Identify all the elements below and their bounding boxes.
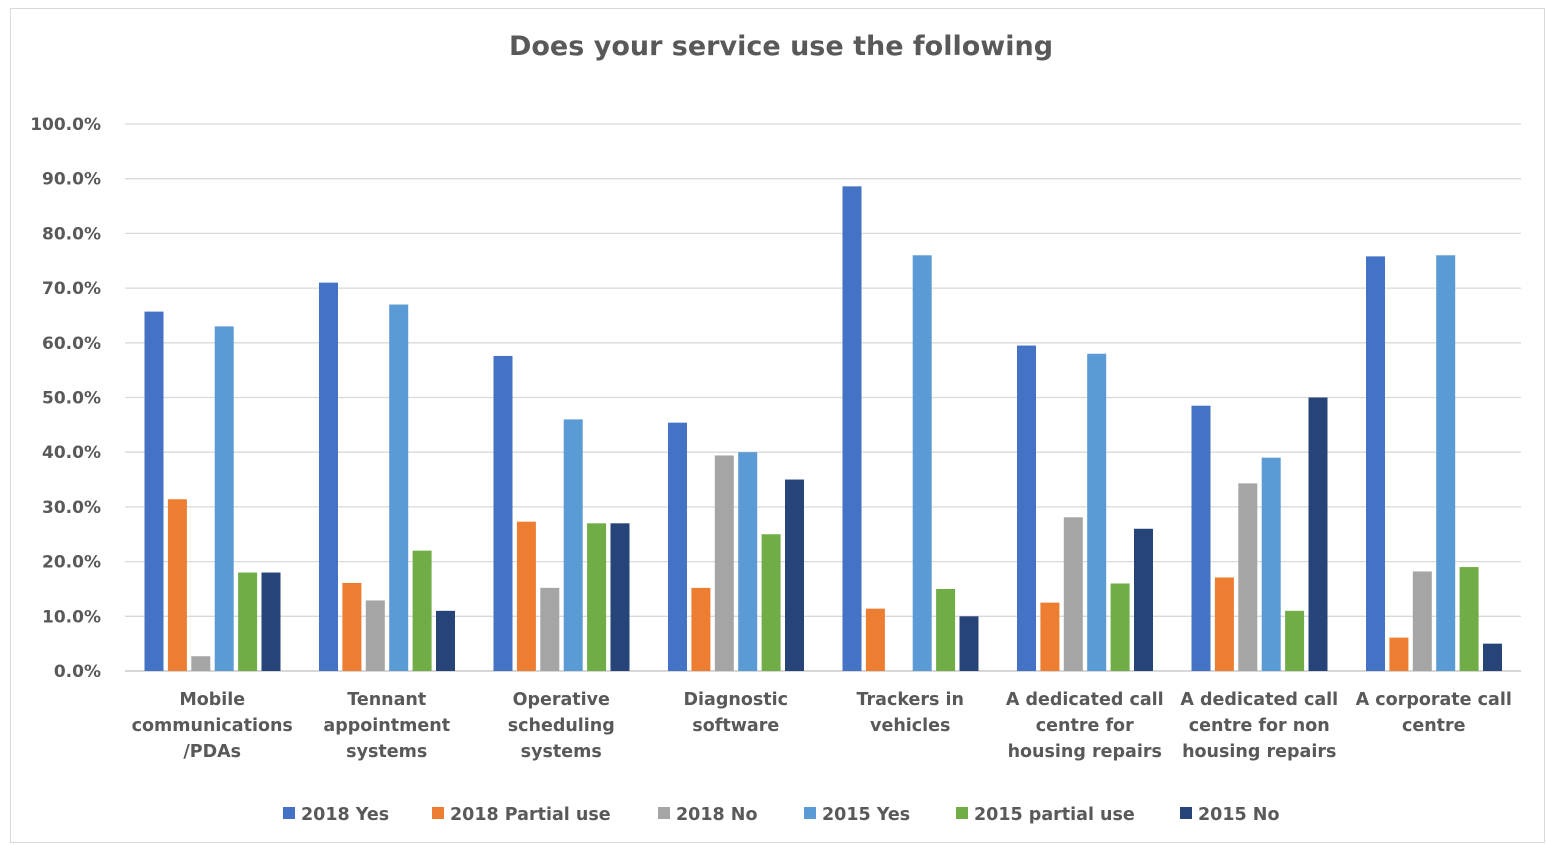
x-category-label: A dedicated call (1180, 690, 1338, 710)
bar-2015-partial-use-2 (587, 523, 607, 671)
y-tick-label: 30.0% (42, 498, 101, 518)
bar-2015-partial-use-6 (1285, 610, 1305, 671)
bar-2015-yes-7 (1436, 255, 1456, 671)
x-category-label: Tennant (347, 690, 426, 710)
legend-label: 2015 No (1198, 805, 1279, 825)
bar-2015-yes-3 (738, 452, 758, 671)
bar-2018-yes-4 (842, 186, 862, 671)
bar-2015-partial-use-4 (936, 588, 956, 671)
bar-2018-yes-2 (493, 355, 513, 671)
bar-2018-partial-use-6 (1214, 577, 1234, 671)
legend-swatch (658, 807, 670, 819)
legend-label: 2018 Yes (301, 805, 389, 825)
bar-2018-no-2 (540, 587, 560, 671)
bar-2015-yes-2 (563, 419, 583, 671)
legend-label: 2015 partial use (974, 805, 1135, 825)
legend-label: 2018 Partial use (450, 805, 611, 825)
legend: 2018 Yes 2018 Partial use 2018 No 2015 Yes 2… (283, 805, 1279, 825)
legend-swatch (283, 807, 295, 819)
bar-2015-no-1 (436, 610, 455, 671)
chart-title: Does your service use the following (509, 31, 1053, 62)
x-category-label: Operative (513, 690, 610, 710)
x-category-label: Trackers in (857, 690, 964, 710)
bar-2015-partial-use-3 (761, 534, 781, 671)
x-category-label: Mobile (179, 690, 245, 710)
legend-swatch (804, 807, 816, 819)
bar-2018-yes-1 (319, 282, 338, 671)
x-category-label: systems (346, 742, 427, 762)
bar-2018-partial-use-5 (1040, 602, 1060, 671)
y-tick-label: 80.0% (42, 224, 101, 244)
y-tick-label: 20.0% (42, 553, 101, 573)
y-tick-label: 50.0% (42, 389, 101, 409)
bar-2018-yes-5 (1017, 345, 1036, 671)
y-tick-label: 10.0% (42, 607, 101, 627)
bar-2015-no-3 (785, 479, 804, 671)
bar-2018-partial-use-2 (516, 521, 536, 671)
legend-swatch (1180, 807, 1192, 819)
bar-2015-yes-1 (389, 304, 409, 671)
y-tick-label: 90.0% (42, 170, 101, 190)
y-tick-label: 60.0% (42, 334, 101, 354)
bar-2015-no-7 (1483, 643, 1502, 671)
bar-2015-no-0 (261, 572, 281, 671)
bar-2018-no-1 (365, 600, 385, 671)
bar-2018-yes-3 (668, 422, 687, 671)
bar-2018-no-6 (1238, 483, 1258, 671)
bar-2015-no-6 (1308, 397, 1328, 671)
bar-2018-partial-use-0 (167, 499, 187, 671)
y-tick-label: 70.0% (42, 279, 101, 299)
bar-2018-no-7 (1412, 571, 1432, 671)
bar-2018-partial-use-3 (691, 587, 711, 671)
x-category-label: centre (1402, 716, 1466, 736)
bar-2015-no-5 (1134, 528, 1153, 671)
x-category-label: centre for non (1189, 716, 1330, 736)
bar-2015-no-4 (959, 616, 979, 671)
y-tick-label: 0.0% (54, 662, 101, 682)
bar-2015-yes-0 (214, 326, 234, 671)
bar-2015-yes-4 (912, 255, 932, 671)
x-category-label: software (692, 716, 779, 736)
y-tick-label: 40.0% (42, 443, 101, 463)
bar-2015-partial-use-7 (1459, 567, 1479, 671)
bar-2018-partial-use-1 (342, 582, 362, 671)
bar-2018-yes-6 (1191, 405, 1211, 671)
bar-2018-no-0 (191, 656, 211, 671)
legend-label: 2018 No (676, 805, 757, 825)
x-category-label: /PDAs (183, 742, 241, 762)
x-category-label: scheduling (508, 716, 615, 736)
bar-2018-partial-use-7 (1389, 637, 1409, 671)
bar-2018-yes-7 (1366, 256, 1385, 671)
legend-swatch (956, 807, 968, 819)
bar-2018-yes-0 (144, 311, 164, 671)
x-category-label: housing repairs (1008, 742, 1162, 762)
bar-2018-partial-use-4 (865, 608, 885, 671)
x-category-label: A corporate call (1356, 690, 1512, 710)
legend-label: 2015 Yes (822, 805, 910, 825)
bars (144, 186, 1502, 671)
x-axis-categories: Mobile communications/PDAs Tennant appointm… (132, 690, 1512, 762)
x-category-label: centre for (1036, 716, 1134, 736)
bar-2015-partial-use-0 (238, 572, 258, 671)
bar-2015-partial-use-1 (412, 550, 432, 671)
x-category-label: communications (132, 716, 293, 736)
bar-2015-partial-use-5 (1110, 583, 1130, 671)
bar-2018-no-3 (714, 455, 734, 671)
x-category-label: systems (521, 742, 602, 762)
bar-2015-no-2 (610, 523, 630, 671)
chart-frame (10, 8, 1545, 843)
x-category-label: housing repairs (1182, 742, 1336, 762)
y-tick-label: 100.0% (30, 115, 101, 135)
bar-2015-yes-6 (1261, 457, 1281, 671)
y-axis-ticks: 0.0% 10.0% 20.0% 30.0% 40.0% 50.0% 60.0% 70.0% 8… (30, 115, 101, 682)
bar-2015-yes-5 (1087, 353, 1107, 671)
x-category-label: vehicles (870, 716, 950, 736)
bar-2018-no-5 (1063, 517, 1083, 671)
x-category-label: A dedicated call (1006, 690, 1164, 710)
x-category-label: Diagnostic (684, 690, 789, 710)
legend-swatch (432, 807, 444, 819)
x-category-label: appointment (323, 716, 450, 736)
